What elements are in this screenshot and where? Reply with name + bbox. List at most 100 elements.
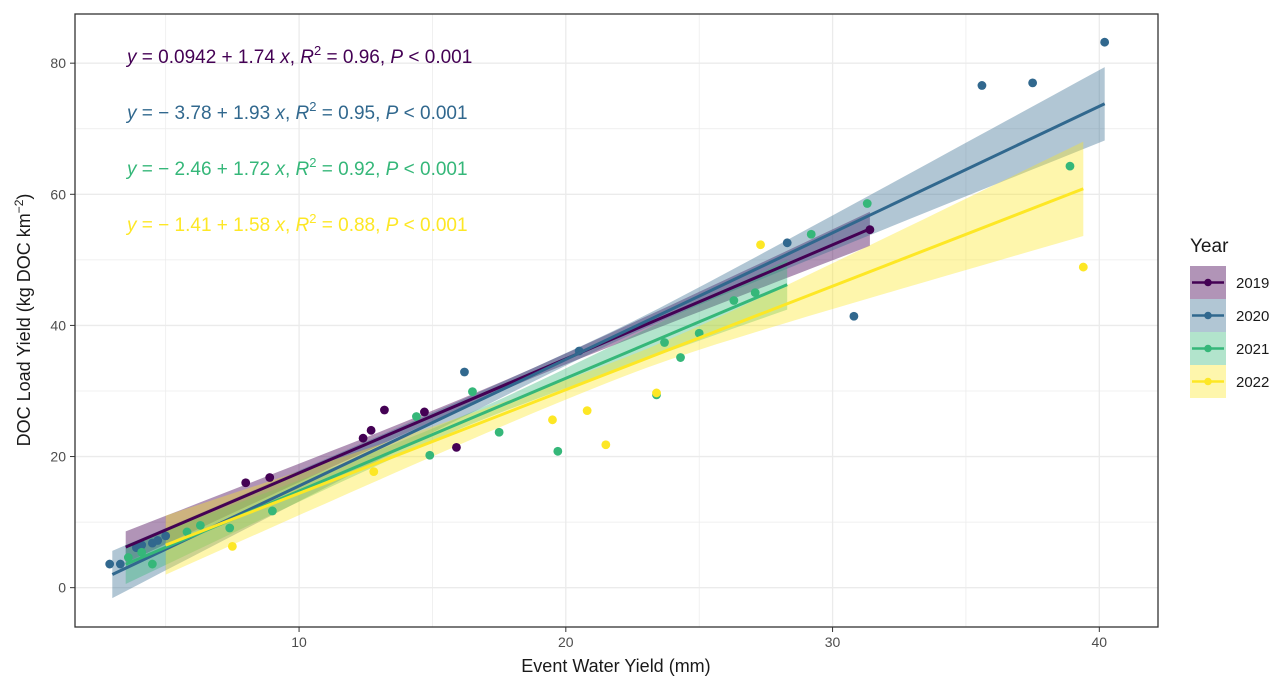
equation-part: 2 <box>309 155 316 170</box>
y-tick-label: 0 <box>58 580 66 596</box>
equation-part: x <box>279 47 291 68</box>
equation-part: x <box>274 215 286 236</box>
y-axis-ticks: 0 20 40 60 80 <box>50 55 75 596</box>
point-2020 <box>161 531 171 541</box>
x-tick-label: 30 <box>825 634 841 650</box>
point-2020 <box>1100 37 1110 47</box>
equation-part: R <box>300 47 314 68</box>
legend-label-2019: 2019 <box>1236 275 1269 292</box>
equation-part: P <box>386 159 399 180</box>
point-2021 <box>862 199 872 208</box>
point-2020 <box>105 559 115 569</box>
y-axis-title: DOC Load Yield (kg DOC km−2) <box>12 194 34 447</box>
point-2021 <box>267 506 277 516</box>
equation-part: P <box>386 215 399 236</box>
point-2020 <box>137 540 147 550</box>
equation-part: = − <box>137 215 175 236</box>
y-axis-title-superscript: −2 <box>12 199 26 213</box>
equation-part: , <box>285 159 296 180</box>
x-axis-title: Event Water Yield (mm) <box>521 656 710 676</box>
data-points <box>105 37 1110 569</box>
equation-part: y <box>125 47 138 68</box>
equation-part: R <box>296 103 310 124</box>
equation-part: 2 <box>314 43 321 58</box>
equation-part: 2.46 + 1.72 <box>175 159 276 180</box>
equation-part: 0.0942 + 1.74 <box>158 47 280 68</box>
equation-part: , <box>290 47 301 68</box>
equation-part: y <box>125 103 138 124</box>
equation-part: x <box>274 103 286 124</box>
point-2021 <box>494 427 504 437</box>
point-2021 <box>425 450 435 460</box>
equation-part: 3.78 + 1.93 <box>175 103 276 124</box>
point-2022 <box>227 541 237 551</box>
panel-border <box>74 13 1159 628</box>
point-2020 <box>1028 78 1038 88</box>
point-2020 <box>977 81 987 90</box>
equation-2021: y = − 2.46 + 1.72 x, R2 = 0.92, P < 0.00… <box>125 155 468 180</box>
point-2021 <box>660 338 669 347</box>
equation-2019: y = 0.0942 + 1.74 x, R2 = 0.96, P < 0.00… <box>125 43 472 68</box>
x-tick-label: 20 <box>558 634 574 650</box>
point-2021 <box>182 527 192 537</box>
equation-2020: y = − 3.78 + 1.93 x, R2 = 0.95, P < 0.00… <box>125 99 468 124</box>
equation-part: = 0.95, <box>316 103 385 124</box>
point-2021 <box>123 553 133 562</box>
x-axis-ticks: 10 20 30 40 <box>291 627 1107 650</box>
equation-part: < 0.001 <box>398 159 467 180</box>
equation-part: y <box>125 215 138 236</box>
equation-part: R <box>296 159 310 180</box>
legend-title: Year <box>1190 236 1229 257</box>
regression-line-2022 <box>165 187 1084 547</box>
point-2019 <box>420 407 429 417</box>
gridlines <box>75 14 1158 627</box>
point-2021 <box>729 296 739 305</box>
regression-line-2020 <box>111 102 1106 576</box>
y-axis-title-close: ) <box>14 194 34 200</box>
equation-part: P <box>386 103 399 124</box>
point-2021 <box>225 523 235 533</box>
point-2019 <box>380 405 389 415</box>
equation-part: < 0.001 <box>398 215 467 236</box>
equation-part: 1.41 + 1.58 <box>175 215 276 236</box>
point-2021 <box>676 353 685 362</box>
equation-part: = − <box>137 159 175 180</box>
point-2019 <box>241 478 251 488</box>
point-2020 <box>153 536 163 545</box>
equation-part: P <box>390 47 403 68</box>
equation-part: R <box>296 215 310 236</box>
point-2019 <box>358 433 368 443</box>
equation-part: = <box>137 47 159 68</box>
y-axis-title-text: DOC Load Yield (kg DOC km <box>14 213 34 446</box>
regression-lines <box>111 102 1106 576</box>
regression-line-2019 <box>125 227 871 549</box>
equation-part: , <box>285 215 296 236</box>
point-2022 <box>1078 262 1088 272</box>
point-2020 <box>782 238 792 248</box>
equation-part: y <box>125 159 138 180</box>
point-2019 <box>265 473 275 482</box>
y-tick-label: 80 <box>50 55 66 71</box>
legend-key-point-2021 <box>1204 344 1212 353</box>
equation-part: 2 <box>309 99 316 114</box>
equation-part: 2 <box>309 211 316 226</box>
legend-key-point-2020 <box>1204 311 1212 320</box>
equation-part: = 0.92, <box>316 159 385 180</box>
point-2020 <box>115 559 125 569</box>
point-2021 <box>195 520 205 530</box>
legend-label-2020: 2020 <box>1236 308 1269 325</box>
point-2019 <box>452 442 461 452</box>
confidence-band-2022 <box>165 141 1084 575</box>
point-2021 <box>553 446 563 456</box>
confidence-band-2021 <box>125 259 788 584</box>
equation-part: = − <box>137 103 175 124</box>
point-2022 <box>756 240 765 250</box>
point-2022 <box>582 406 592 416</box>
legend-key-point-2022 <box>1204 377 1212 386</box>
equation-part: x <box>274 159 286 180</box>
legend: Year 2019 2020 2021 2022 <box>1190 236 1269 398</box>
x-tick-label: 40 <box>1092 634 1108 650</box>
x-tick-label: 10 <box>291 634 307 650</box>
point-2021 <box>147 559 157 569</box>
